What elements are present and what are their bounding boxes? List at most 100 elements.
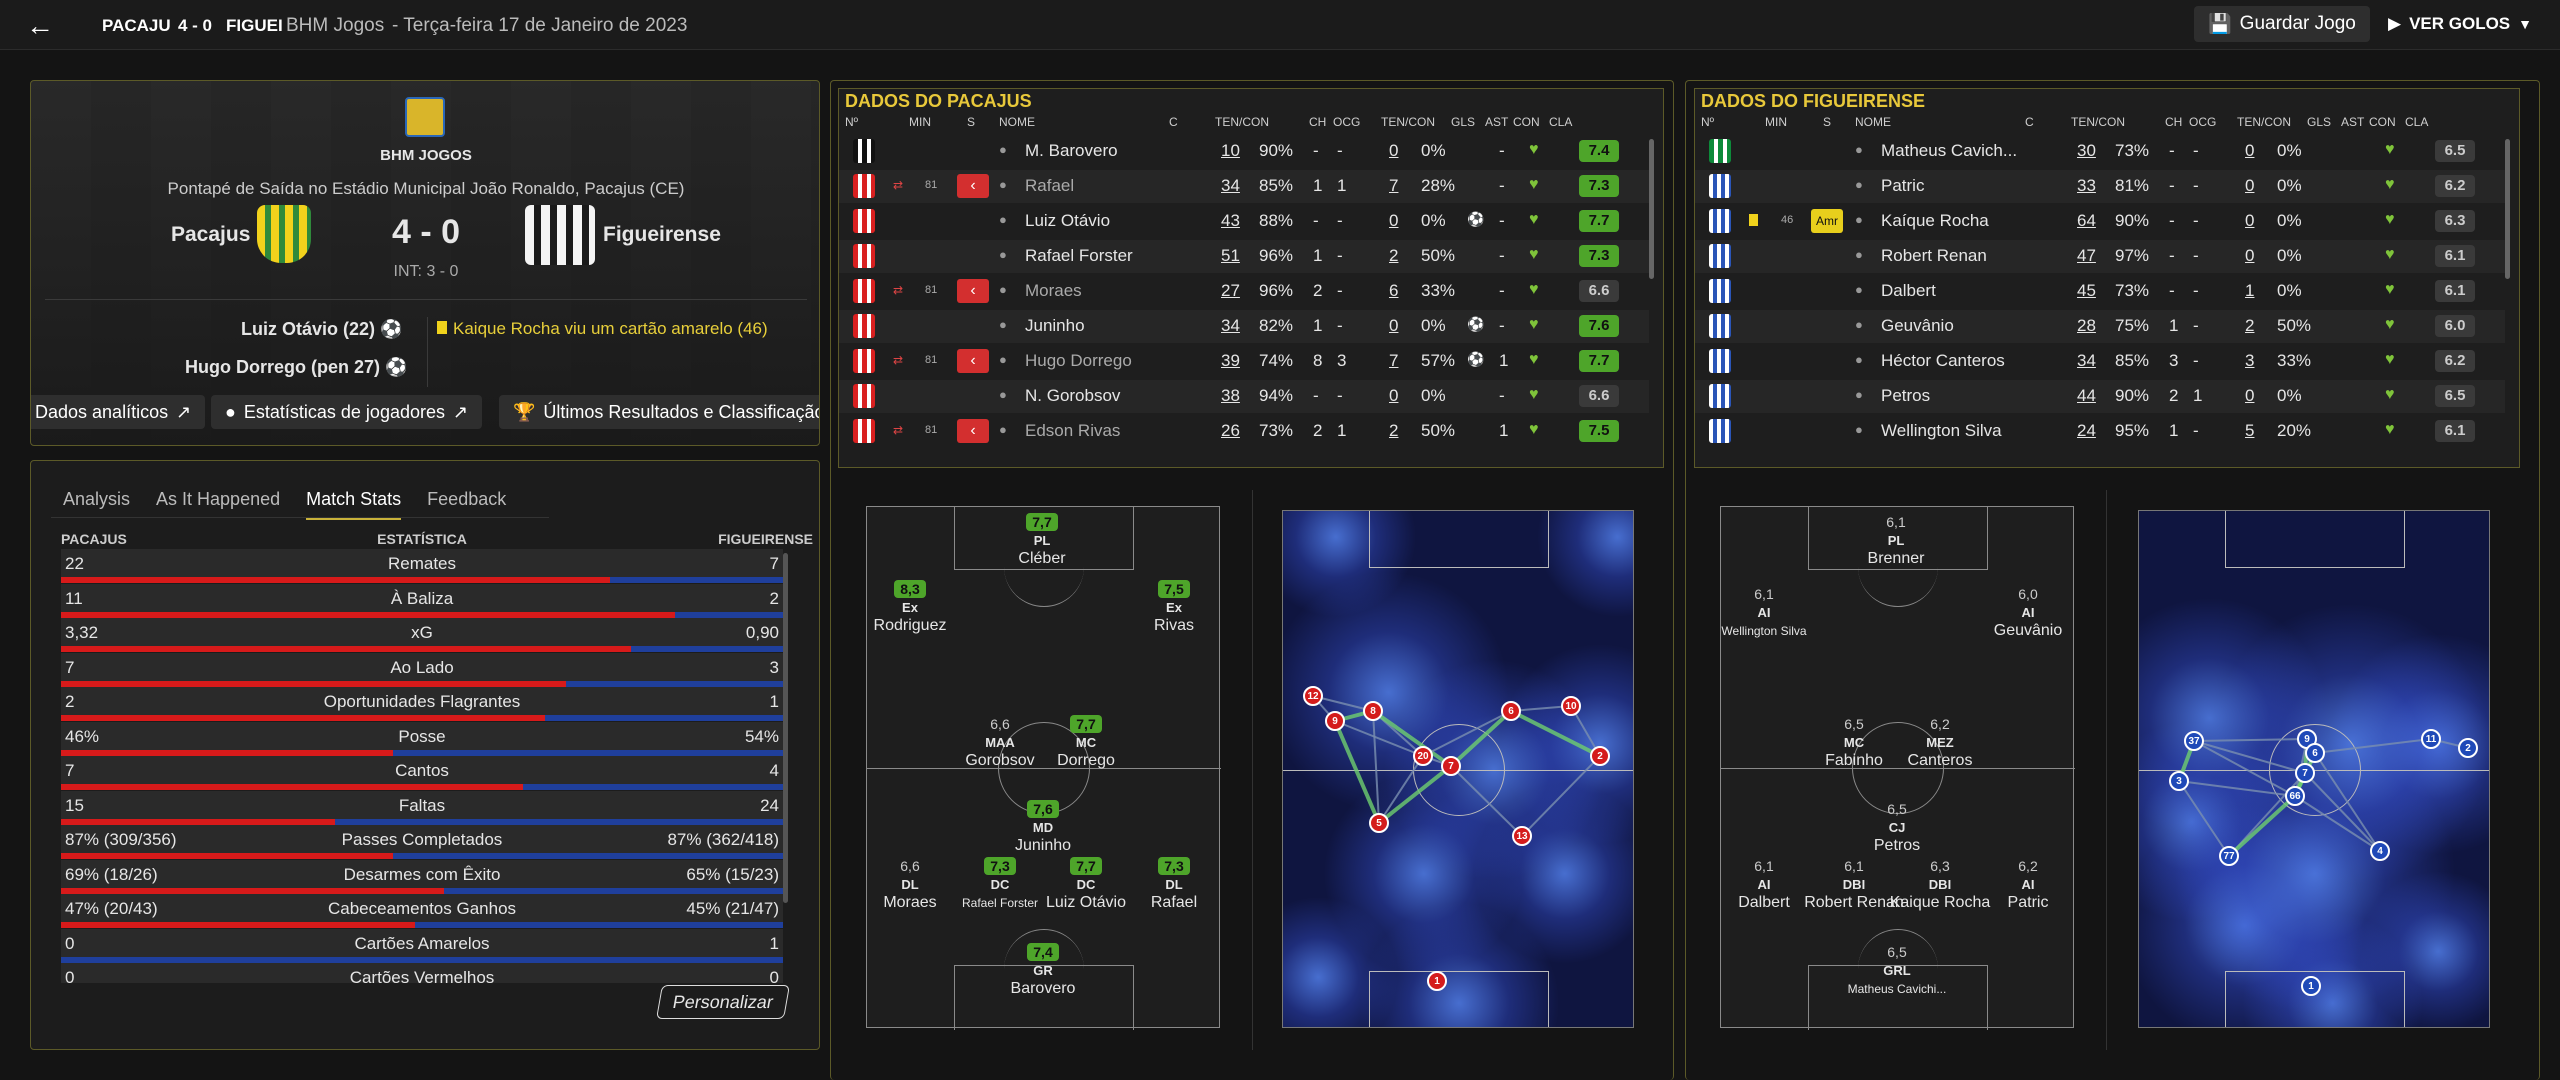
player-marker[interactable]: 6,1 AI Wellington Silva [1704, 585, 1824, 640]
player-row[interactable]: ● Juninho 34 82% 1-0 0% ⚽ - ♥ 7.6 [839, 310, 1649, 343]
player-name[interactable]: Juninho [1025, 316, 1085, 335]
player-name[interactable]: Kaíque Rocha [1881, 211, 1989, 230]
player-position-dot[interactable]: 10 [1561, 696, 1581, 716]
column-header[interactable]: Nº [1701, 115, 1715, 129]
player-marker[interactable]: 6,2 AI Patric [1968, 857, 2088, 912]
column-header[interactable]: NOME [999, 115, 1035, 129]
column-header[interactable]: CH [1309, 115, 1327, 129]
column-header[interactable]: OCG [2189, 115, 2217, 129]
player-row[interactable]: ⇄ 81 ‹ ● Hugo Dorrego 39 74% 8 3 7 57% ⚽ 1 ♥ 7.7 [839, 345, 1649, 378]
player-marker[interactable]: 7,4 GR Barovero [983, 943, 1103, 998]
player-row[interactable]: ● Geuvânio 28 75% 1- 2 50% ♥ 6.0 [1695, 310, 2505, 343]
header-competition[interactable]: BHM Jogos [286, 15, 385, 36]
column-header[interactable]: S [1823, 115, 1832, 129]
player-position-dot[interactable]: 9 [1325, 711, 1345, 731]
player-marker[interactable]: 7,7 PL Cléber [982, 513, 1102, 568]
player-row[interactable]: ● Wellington Silva 24 95% 1- 5 20% ♥ 6.1 [1695, 415, 2505, 448]
column-header[interactable]: OCG [1333, 115, 1361, 129]
player-position-dot[interactable]: 20 [1413, 746, 1433, 766]
player-name[interactable]: Moraes [1025, 281, 1082, 300]
substitute-button[interactable]: ‹ [957, 419, 989, 443]
column-header[interactable]: TEN/CON [1381, 115, 1435, 129]
card-badge[interactable]: Amr [1811, 209, 1843, 233]
player-name[interactable]: Rafael [1025, 176, 1075, 195]
player-position-dot[interactable]: 12 [1303, 686, 1323, 706]
column-header[interactable]: TEN/CON [2071, 115, 2125, 129]
player-name[interactable]: Hugo Dorrego [1025, 351, 1132, 370]
player-stats-button[interactable]: ● Estatísticas de jogadores ↗ [211, 395, 483, 429]
away-team-name[interactable]: Figueirense [603, 223, 721, 246]
customize-button[interactable]: Personalizar [656, 985, 790, 1019]
player-marker[interactable]: 7,5 Ex Rivas [1114, 580, 1234, 635]
player-row[interactable]: ● Patric 33 81% - -0 0% ♥ 6.2 [1695, 170, 2505, 203]
player-name[interactable]: Wellington Silva [1881, 421, 2002, 440]
player-name[interactable]: N. Gorobsov [1025, 386, 1121, 405]
player-row[interactable]: ● Matheus Cavich... 30 73% - -0 0% ♥ 6.5 [1695, 135, 2505, 168]
player-position-dot[interactable]: 5 [1369, 813, 1389, 833]
player-position-dot[interactable]: 66 [2285, 786, 2305, 806]
player-marker[interactable]: 6,6 DL Moraes [850, 857, 970, 912]
column-header[interactable]: TEN/CON [2237, 115, 2291, 129]
column-header[interactable]: AST [2341, 115, 2365, 129]
player-name[interactable]: M. Barovero [1025, 141, 1118, 160]
player-position-dot[interactable]: 3 [2169, 771, 2189, 791]
analytics-button[interactable]: Dados analíticos ↗ [31, 395, 206, 429]
column-header[interactable]: C [1169, 115, 1178, 129]
player-name[interactable]: Rafael Forster [1025, 246, 1133, 265]
player-marker[interactable]: 7,7 DC Luiz Otávio [1026, 857, 1146, 912]
player-marker[interactable]: 6,1 PL Brenner [1836, 513, 1956, 568]
player-marker[interactable]: 6,5 GRL Matheus Cavichi... [1837, 943, 1957, 998]
player-name[interactable]: Matheus Cavich... [1881, 141, 2018, 160]
substitute-button[interactable]: ‹ [957, 349, 989, 373]
results-button[interactable]: 🏆 Últimos Resultados e Classificação [499, 395, 819, 429]
player-row[interactable]: ⇄ 81 ‹ ● Moraes 27 96% 2-6 33% - ♥ 6.6 [839, 275, 1649, 308]
back-arrow-icon[interactable]: ← [26, 10, 54, 41]
player-row[interactable]: ● Rafael Forster 51 96% 1-2 50% - ♥ 7.3 [839, 240, 1649, 273]
tab-feedback[interactable]: Feedback [427, 489, 507, 509]
player-position-dot[interactable]: 6 [1501, 701, 1521, 721]
player-position-dot[interactable]: 4 [2370, 841, 2390, 861]
player-position-dot[interactable]: 13 [1512, 826, 1532, 846]
column-header[interactable]: GLS [1451, 115, 1476, 129]
column-header[interactable]: Nº [845, 115, 859, 129]
column-header[interactable]: TEN/CON [1215, 115, 1269, 129]
player-position-dot[interactable]: 1 [2301, 976, 2321, 996]
player-row[interactable]: ● Héctor Canteros 34 85% 3-3 33% ♥ 6.2 [1695, 345, 2505, 378]
player-position-dot[interactable]: 7 [2295, 763, 2315, 783]
player-name[interactable]: Geuvânio [1881, 316, 1954, 335]
column-header[interactable]: CON [1513, 115, 1540, 129]
player-name[interactable]: Edson Rivas [1025, 421, 1121, 440]
player-marker[interactable]: 6,5 MC Fabinho [1794, 715, 1914, 770]
player-row[interactable]: ● Luiz Otávio 43 88% - -0 0% ⚽ - ♥ 7.7 [839, 205, 1649, 238]
player-name[interactable]: Héctor Canteros [1881, 351, 2005, 370]
home-team-name[interactable]: Pacajus [171, 223, 251, 246]
player-marker[interactable]: 7,3 DC Rafael Forster [940, 857, 1060, 912]
view-goals-button[interactable]: ▶ VER GOLOS ▼ [2388, 14, 2533, 33]
tab-match-stats[interactable]: Match Stats [306, 489, 402, 520]
player-marker[interactable]: 6,6 MAA Gorobsov [940, 715, 1060, 770]
player-position-dot[interactable]: 1 [1427, 971, 1447, 991]
player-position-dot[interactable]: 8 [1363, 701, 1383, 721]
player-name[interactable]: Luiz Otávio [1025, 211, 1111, 230]
column-header[interactable]: CON [2369, 115, 2396, 129]
player-name[interactable]: Patric [1881, 176, 1925, 195]
player-marker[interactable]: 7,7 MC Dorrego [1026, 715, 1146, 770]
player-row[interactable]: ● Dalbert 45 73% - -1 0% ♥ 6.1 [1695, 275, 2505, 308]
column-header[interactable]: NOME [1855, 115, 1891, 129]
column-header[interactable]: GLS [2307, 115, 2332, 129]
substitute-button[interactable]: ‹ [957, 174, 989, 198]
player-row[interactable]: ● Robert Renan 47 97% - -0 0% ♥ 6.1 [1695, 240, 2505, 273]
player-marker[interactable]: 6,2 MEZ Canteros [1880, 715, 2000, 770]
tab-analysis[interactable]: Analysis [63, 489, 131, 509]
column-header[interactable]: S [967, 115, 976, 129]
player-marker[interactable]: 6,5 CJ Petros [1837, 800, 1957, 855]
player-name[interactable]: Dalbert [1881, 281, 1936, 300]
player-marker[interactable]: 7,3 DL Rafael [1114, 857, 1234, 912]
player-position-dot[interactable]: 2 [1590, 746, 1610, 766]
player-position-dot[interactable]: 7 [1441, 756, 1461, 776]
player-position-dot[interactable]: 2 [2458, 738, 2478, 758]
player-marker[interactable]: 7,6 MD Juninho [983, 800, 1103, 855]
column-header[interactable]: AST [1485, 115, 1509, 129]
player-position-dot[interactable]: 37 [2184, 731, 2204, 751]
player-position-dot[interactable]: 6 [2305, 743, 2325, 763]
